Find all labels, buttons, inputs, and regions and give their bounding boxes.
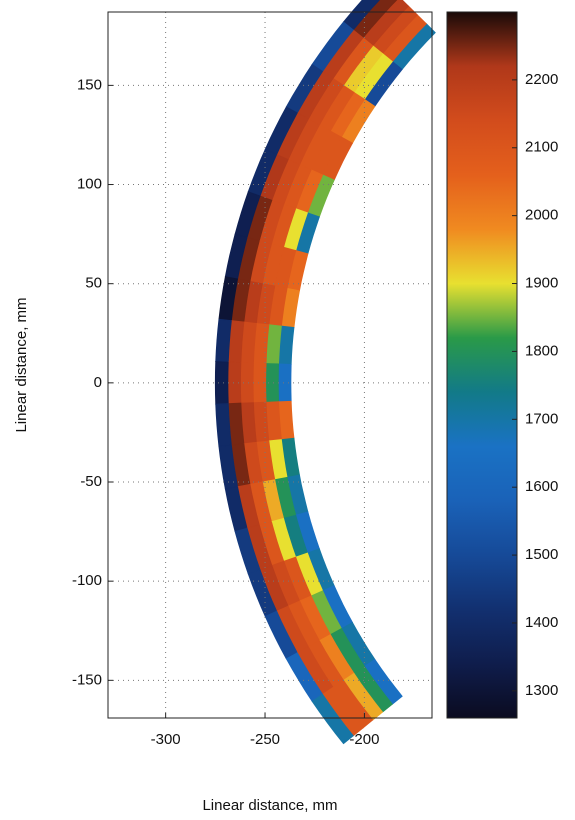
y-tick-label: 100 bbox=[77, 176, 102, 193]
heat-cell bbox=[277, 363, 292, 403]
heat-cell bbox=[215, 403, 232, 447]
colorbar-tick-label: 1400 bbox=[525, 614, 558, 631]
colorbar-tick-label: 1300 bbox=[525, 682, 558, 699]
heat-cell bbox=[285, 63, 324, 114]
y-tick-label: 150 bbox=[77, 76, 102, 93]
x-tick-label: -250 bbox=[250, 731, 280, 748]
colorbar-tick-label: 1500 bbox=[525, 546, 558, 563]
y-tick-label: 0 bbox=[94, 374, 102, 391]
plot-frame bbox=[107, 11, 433, 719]
heat-cell bbox=[224, 486, 248, 532]
y-tick-label: -150 bbox=[72, 671, 102, 688]
heat-cell bbox=[218, 444, 239, 490]
y-tick-label: -100 bbox=[72, 572, 102, 589]
heat-cell bbox=[247, 569, 278, 617]
colorbar-tick-label: 2000 bbox=[525, 207, 558, 224]
x-tick-label: -200 bbox=[349, 731, 379, 748]
heat-cell bbox=[247, 148, 278, 197]
colorbar-tick-label: 1700 bbox=[525, 410, 558, 427]
x-axis-label: Linear distance, mm bbox=[202, 797, 337, 814]
heat-cell bbox=[240, 362, 254, 404]
heat-cell bbox=[264, 106, 298, 156]
heat-cell bbox=[252, 362, 267, 404]
heat-cell bbox=[311, 693, 354, 745]
y-tick-label: -50 bbox=[80, 473, 102, 490]
y-tick-label: 50 bbox=[85, 275, 102, 292]
heat-cell bbox=[265, 363, 280, 403]
colorbar bbox=[446, 11, 518, 719]
colorbar-tick-label: 2200 bbox=[525, 71, 558, 88]
heat-cell bbox=[311, 21, 354, 72]
heat-cell bbox=[264, 610, 298, 660]
heat-cell bbox=[214, 361, 229, 405]
colorbar-tick-label: 1800 bbox=[525, 342, 558, 359]
heat-cell bbox=[224, 233, 248, 280]
heat-cell bbox=[234, 527, 261, 575]
colorbar-tick-label: 1600 bbox=[525, 478, 558, 495]
y-axis-label: Linear distance, mm bbox=[13, 297, 30, 432]
colorbar-tick-label: 1900 bbox=[525, 275, 558, 292]
heat-cell bbox=[285, 652, 324, 702]
colorbar-tick-label: 2100 bbox=[525, 139, 558, 156]
x-tick-label: -300 bbox=[151, 731, 181, 748]
heat-cell bbox=[215, 318, 232, 363]
heat-cell bbox=[234, 191, 261, 238]
heat-cell bbox=[218, 276, 239, 322]
